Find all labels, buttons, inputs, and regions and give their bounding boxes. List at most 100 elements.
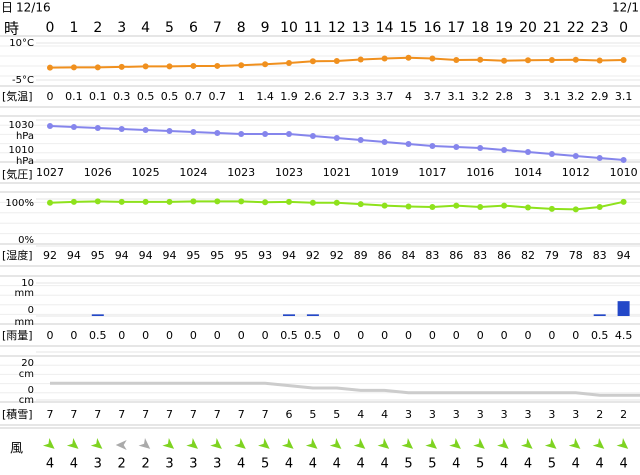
value-label: 7	[262, 408, 269, 421]
wind-speed: 5	[548, 457, 556, 472]
wind-arrow	[162, 437, 175, 449]
value-label: 86	[449, 249, 463, 262]
value-label: 95	[186, 249, 200, 262]
value-label: 95	[91, 249, 105, 262]
point	[405, 203, 412, 210]
wind-arrow	[234, 437, 246, 449]
hour: 5	[165, 20, 174, 36]
point	[620, 57, 627, 64]
point	[70, 64, 77, 71]
value-label: 4	[381, 408, 388, 421]
value-label: 0.1	[65, 90, 83, 103]
value-label: 0.5	[137, 90, 155, 103]
value-label: 7	[47, 408, 54, 421]
wind-arrow	[115, 440, 127, 450]
point	[94, 198, 101, 205]
value-label: 7	[70, 408, 77, 421]
point	[214, 62, 221, 69]
hour: 21	[543, 20, 561, 36]
wind-speed: 4	[333, 457, 341, 472]
hour-label: 時	[4, 20, 19, 38]
value-label: 0	[333, 329, 340, 342]
y-unit: hPa	[16, 156, 34, 167]
value-label: 2.9	[591, 90, 609, 103]
point	[47, 123, 53, 129]
point	[501, 57, 508, 64]
wind-speed: 2	[118, 457, 126, 472]
hour: 1	[69, 20, 78, 36]
value-label: 4.5	[615, 329, 633, 342]
value-label: 1012	[562, 166, 590, 179]
point	[405, 54, 412, 61]
value-label: 0	[381, 329, 388, 342]
wind-arrow-shape	[66, 437, 79, 449]
wind-speed: 4	[70, 457, 78, 472]
wind-arrow	[353, 437, 366, 449]
point	[453, 144, 460, 150]
value-label: 3	[525, 90, 532, 103]
point	[142, 198, 149, 205]
value-label: 4	[357, 408, 364, 421]
point	[47, 64, 53, 71]
point	[262, 199, 269, 206]
value-label: 2.7	[328, 90, 346, 103]
hour: 19	[495, 20, 513, 36]
value-label: 0	[118, 329, 125, 342]
wind-speed: 5	[476, 457, 484, 472]
value-label: 1016	[466, 166, 494, 179]
hour: 6	[189, 20, 198, 36]
point	[381, 139, 388, 145]
point	[548, 205, 555, 212]
y-tick-label: 20	[21, 358, 34, 369]
value-label: 1026	[84, 166, 112, 179]
value-label: 1014	[514, 166, 542, 179]
wind-arrow	[449, 437, 461, 449]
value-label: 1024	[179, 166, 207, 179]
point	[94, 64, 101, 71]
value-label: 0	[262, 329, 269, 342]
value-label: 0.3	[113, 90, 131, 103]
value-label: 89	[354, 249, 368, 262]
wind-arrow	[90, 437, 103, 449]
wind-arrow-shape	[473, 437, 485, 449]
point	[477, 145, 484, 151]
bar	[283, 314, 295, 316]
y-unit: cm	[19, 395, 34, 406]
wind-arrow	[258, 437, 270, 449]
point	[333, 58, 340, 65]
hour: 12	[328, 20, 346, 36]
value-label: 2	[620, 408, 627, 421]
date: 12/17	[612, 1, 640, 15]
line	[50, 381, 640, 397]
wind-speed: 4	[452, 457, 460, 472]
value-label: 3	[572, 408, 579, 421]
value-label: 0.7	[209, 90, 227, 103]
value-label: 3	[429, 408, 436, 421]
point	[333, 135, 340, 141]
wind-speed: 4	[285, 457, 293, 472]
point	[118, 63, 125, 70]
wind-speed: 4	[596, 457, 604, 472]
y-tick-label: 100%	[5, 198, 34, 209]
point	[309, 133, 316, 139]
wind-speed: 5	[404, 457, 412, 472]
value-label: 93	[258, 249, 272, 262]
hour: 15	[400, 20, 418, 36]
value-label: 83	[425, 249, 439, 262]
wind-arrow-shape	[234, 437, 246, 449]
wind-arrow-shape	[210, 437, 222, 449]
wind-arrow-shape	[592, 437, 605, 449]
value-label: 79	[545, 249, 559, 262]
point	[190, 198, 197, 205]
date: 12/16	[16, 1, 51, 15]
value-label: 0.5	[280, 329, 298, 342]
wind-arrow	[377, 437, 390, 449]
wind-arrow	[281, 437, 294, 449]
value-label: 0.5	[161, 90, 179, 103]
point	[596, 57, 603, 64]
hour: 0	[619, 20, 628, 36]
value-label: 3.3	[352, 90, 370, 103]
value-label: 92	[330, 249, 344, 262]
point	[477, 56, 484, 63]
value-label: 2	[596, 408, 603, 421]
